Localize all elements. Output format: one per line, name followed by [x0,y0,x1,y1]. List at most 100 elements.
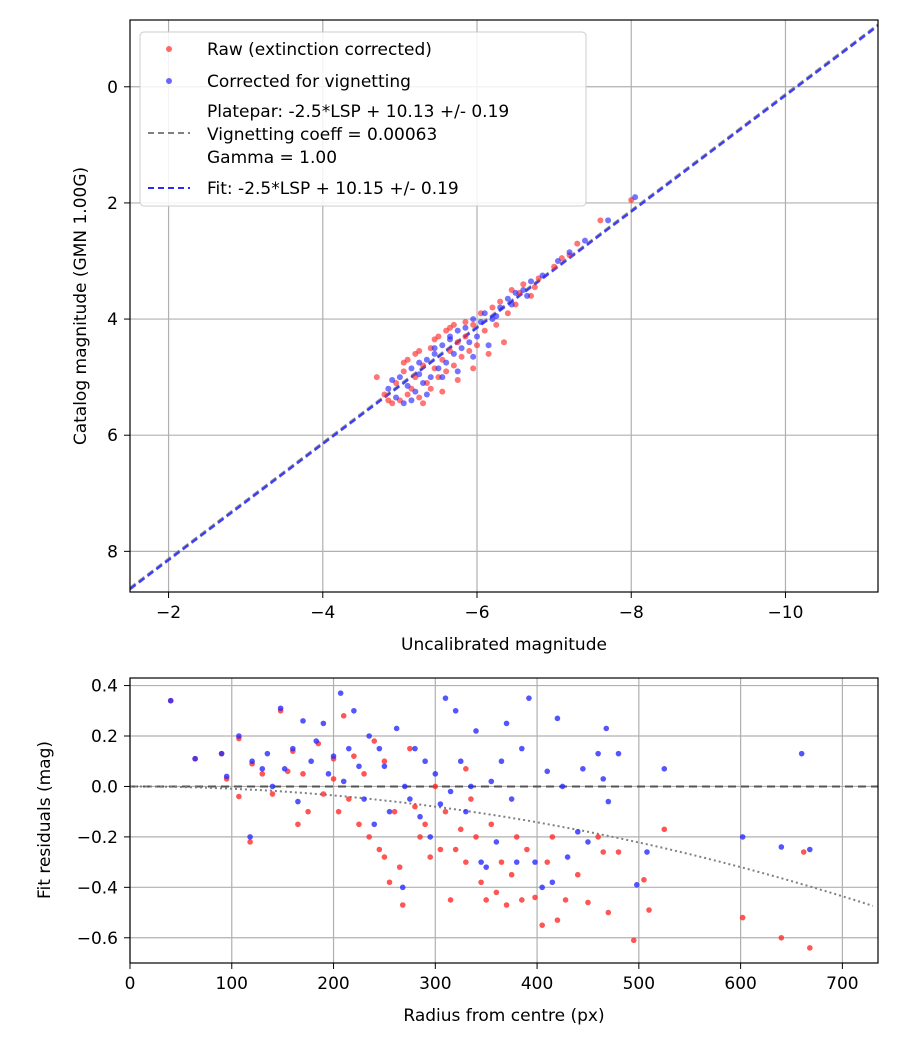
legend-gamma-label: Gamma = 1.00 [207,148,337,168]
legend-platepar-label: Platepar: -2.5*LSP + 10.13 +/- 0.19 [207,102,509,122]
corrected-residual-point [661,765,668,772]
raw-point [520,281,527,288]
corrected-residual-point [393,725,400,732]
raw-residual-point [807,945,813,951]
corrected-residual-point [361,796,367,802]
raw-residual-point [447,897,454,903]
raw-residual-point [391,808,398,815]
corrected-point [524,292,531,299]
corrected-residual-point [330,753,337,759]
raw-residual-point [524,846,530,853]
corrected-residual-point [366,733,372,739]
corrected-residual-point [457,758,464,765]
corrected-residual-point [603,725,610,732]
corrected-point [393,394,400,401]
raw-point [466,348,473,355]
corrected-point [512,289,519,296]
raw-point [501,339,507,346]
corrected-point [427,374,434,381]
corrected-residual-point [493,839,500,845]
corrected-residual-point [281,765,288,772]
raw-residual-point [376,846,383,853]
bottom-y-tick-label: −0.4 [77,878,118,898]
bottom-axes-frame [129,677,879,964]
top-x-tick-label: −4 [310,603,335,623]
corrected-residual-point [249,758,255,765]
raw-residual-point [269,791,276,797]
raw-residual-point [739,914,746,921]
top-y-tick-label: 8 [107,542,118,562]
bottom-x-tick-label: 100 [216,974,248,994]
raw-point [470,321,477,328]
raw-residual-point [519,897,525,903]
top-ticks: −2 −4 −6 −8 −10 0 2 4 6 8 [107,78,803,623]
raw-residual-point [800,849,807,855]
corrected-point [385,385,392,392]
corrected-residual-point [346,745,352,752]
corrected-residual-point [585,839,591,845]
corrected-point [408,397,415,404]
corrected-residual-point [532,859,538,865]
corrected-point [539,272,546,279]
raw-residual-point [340,713,347,719]
legend: Raw (extinction corrected) Corrected for… [139,31,587,207]
legend-box [139,31,587,207]
corrected-residual-point [580,765,586,772]
corrected-point [435,365,442,372]
corrected-residual-point [247,834,253,840]
raw-point [454,377,461,384]
corrected-residual-point [559,783,566,790]
bottom-x-tick-label: 500 [623,974,655,994]
corrected-point [447,336,454,343]
corrected-point [431,345,438,352]
corrected-residual-point [644,849,650,855]
raw-residual-point [539,922,545,928]
top-x-tick-label: −10 [768,603,804,623]
corrected-residual-point [539,884,545,891]
raw-residual-point [381,854,388,860]
raw-residual-point [335,808,342,815]
corrected-point [443,359,450,366]
corrected-point [554,257,561,264]
raw-point [385,397,392,404]
raw-point [400,359,407,366]
corrected-residual-point [473,728,479,734]
corrected-residual-point [320,720,327,727]
corrected-residual-point [295,798,301,805]
top-axes-frame [129,19,879,593]
raw-residual-point [346,796,352,802]
fit-line [130,24,878,591]
bottom-x-tick-label: 200 [317,974,349,994]
raw-point [450,362,457,369]
corrected-residual-point [508,796,515,802]
raw-residual-point [483,897,489,903]
corrected-residual-point [167,697,174,704]
corrected-residual-point [513,859,520,865]
corrected-point [431,350,438,357]
raw-point [400,368,407,375]
corrected-residual-point [218,750,225,757]
raw-point [462,318,469,325]
raw-residual-point [361,771,367,777]
bottom-x-tick-label: 0 [125,974,136,994]
top-y-axis-label: Catalog magnitude (GMN 1.00G) [71,167,91,445]
raw-point [381,391,388,398]
raw-residual-point [778,934,785,941]
legend-corrected-label: Corrected for vignetting [207,72,411,92]
bottom-y-tick-label: 0.2 [91,727,118,747]
raw-point [454,339,461,346]
corrected-point [566,249,573,256]
corrected-residual-point [554,715,561,722]
raw-point [420,400,427,407]
corrected-point [423,391,430,398]
top-x-tick-label: −2 [156,603,181,623]
raw-residual-point [554,917,561,923]
bottom-x-axis-label: Radius from centre (px) [403,1006,604,1026]
corrected-point [605,217,612,224]
corrected-point [389,377,396,384]
raw-residual-point [513,834,520,840]
corrected-residual-point [442,695,449,701]
corrected-point [470,353,477,360]
raw-residual-point [452,846,459,853]
raw-residual-point [247,839,253,845]
